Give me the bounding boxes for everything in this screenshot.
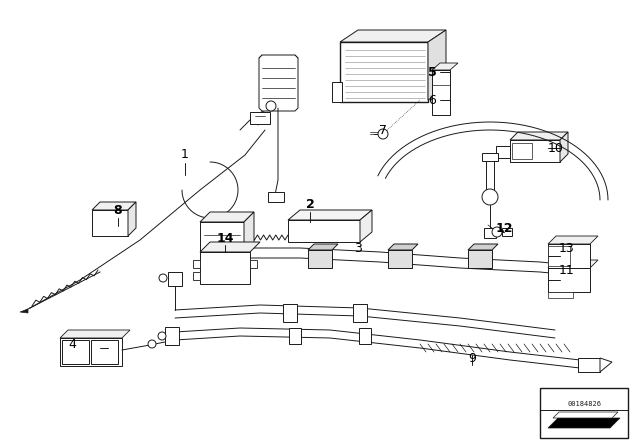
Bar xyxy=(496,146,510,158)
Polygon shape xyxy=(510,132,568,140)
Bar xyxy=(548,292,573,298)
Bar xyxy=(165,327,179,345)
Polygon shape xyxy=(428,30,446,100)
Bar xyxy=(482,153,498,161)
Polygon shape xyxy=(553,412,618,418)
Bar xyxy=(308,250,332,268)
Polygon shape xyxy=(600,358,612,372)
Polygon shape xyxy=(200,212,254,222)
Bar xyxy=(91,340,118,364)
Bar xyxy=(168,272,182,286)
Polygon shape xyxy=(432,63,458,70)
Polygon shape xyxy=(244,212,254,252)
Bar xyxy=(432,70,450,115)
Bar xyxy=(250,260,257,268)
Bar xyxy=(289,328,301,344)
Circle shape xyxy=(492,227,502,237)
Text: 11: 11 xyxy=(559,263,575,276)
Bar xyxy=(332,82,342,102)
Circle shape xyxy=(482,189,498,205)
Bar xyxy=(193,272,200,280)
Bar xyxy=(548,246,570,266)
Bar xyxy=(200,222,244,252)
Polygon shape xyxy=(388,244,418,250)
Polygon shape xyxy=(288,210,372,220)
Bar xyxy=(578,358,600,372)
Bar xyxy=(60,338,122,366)
Text: 00184826: 00184826 xyxy=(567,401,601,407)
Bar xyxy=(283,304,297,322)
Text: 7: 7 xyxy=(379,124,387,137)
Polygon shape xyxy=(200,242,260,252)
Text: 12: 12 xyxy=(495,221,513,234)
Circle shape xyxy=(148,340,156,348)
Bar xyxy=(268,192,284,202)
Text: 4: 4 xyxy=(68,339,76,352)
Bar xyxy=(92,210,128,236)
Bar xyxy=(340,42,428,102)
Bar xyxy=(555,245,585,280)
Bar xyxy=(353,304,367,322)
Text: 3: 3 xyxy=(354,241,362,254)
Bar xyxy=(250,112,270,124)
Bar xyxy=(193,260,200,268)
Text: 14: 14 xyxy=(216,232,234,245)
Bar xyxy=(288,220,360,242)
Polygon shape xyxy=(548,236,598,244)
Circle shape xyxy=(159,274,167,282)
Bar xyxy=(62,340,89,364)
Bar xyxy=(512,143,532,159)
Text: 2: 2 xyxy=(306,198,314,211)
Text: 6: 6 xyxy=(428,94,436,107)
Circle shape xyxy=(266,101,276,111)
Polygon shape xyxy=(548,418,620,428)
Polygon shape xyxy=(468,244,498,250)
Polygon shape xyxy=(308,244,338,250)
Bar xyxy=(540,388,628,438)
Text: 8: 8 xyxy=(114,203,122,216)
Bar xyxy=(200,252,250,284)
Text: 10: 10 xyxy=(548,142,564,155)
Polygon shape xyxy=(360,210,372,242)
Bar xyxy=(468,250,492,268)
Circle shape xyxy=(378,129,388,139)
Bar xyxy=(484,228,496,238)
Polygon shape xyxy=(60,330,130,338)
Polygon shape xyxy=(548,260,598,268)
Text: 9: 9 xyxy=(468,352,476,365)
Circle shape xyxy=(158,332,166,340)
Polygon shape xyxy=(560,132,568,162)
Polygon shape xyxy=(20,309,28,313)
Bar xyxy=(548,244,590,268)
Polygon shape xyxy=(92,202,136,210)
Text: 1: 1 xyxy=(181,148,189,161)
Bar xyxy=(548,268,590,292)
Bar xyxy=(486,155,494,197)
Polygon shape xyxy=(259,55,298,111)
Bar xyxy=(388,250,412,268)
Bar xyxy=(510,140,560,162)
Polygon shape xyxy=(128,202,136,236)
Bar xyxy=(502,228,512,236)
Bar xyxy=(359,328,371,344)
Polygon shape xyxy=(340,30,446,42)
Text: 5: 5 xyxy=(428,65,436,78)
Text: 13: 13 xyxy=(559,241,575,254)
